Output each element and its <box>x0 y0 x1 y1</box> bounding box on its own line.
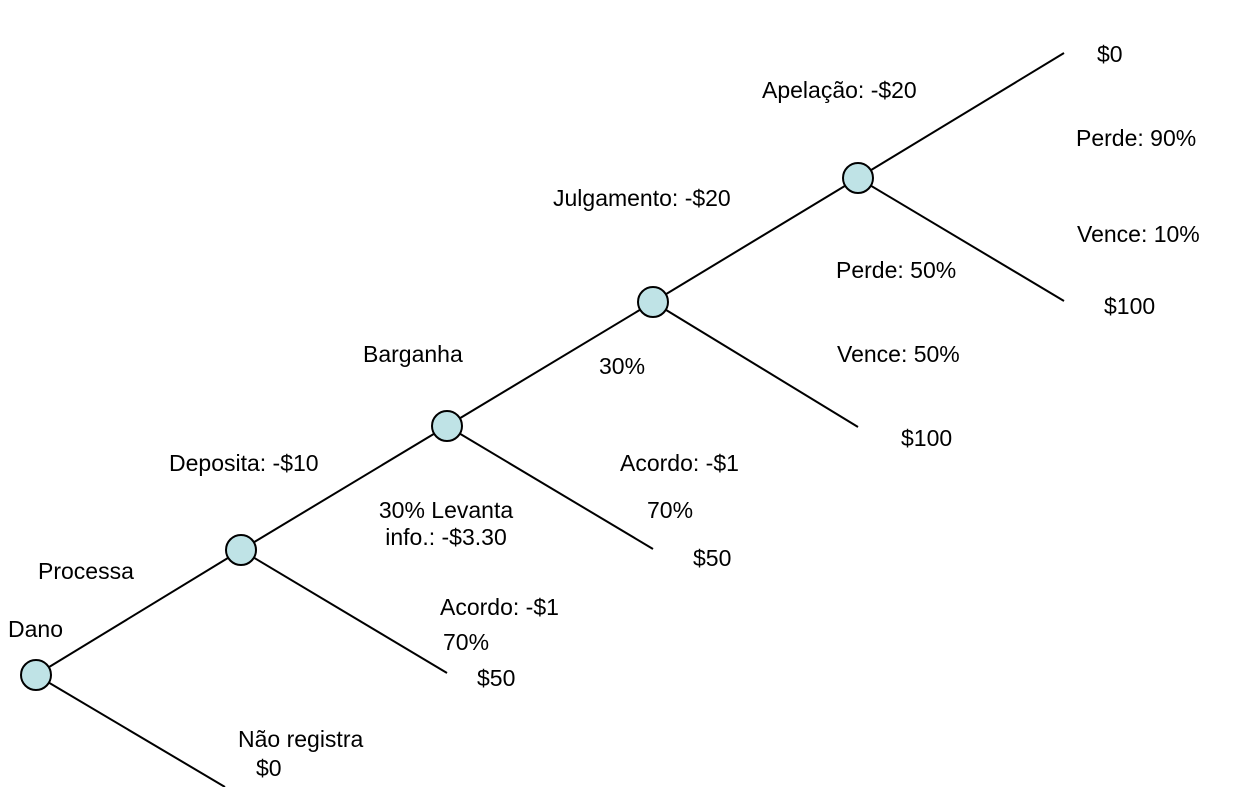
label-nao-registra: Não registra <box>238 726 364 752</box>
label-acordo-2: Acordo: -$1 <box>620 450 739 476</box>
edge-julgamento-vence <box>652 301 859 428</box>
label-processa: Processa <box>38 558 134 584</box>
edge-deposita-acordo <box>240 549 448 674</box>
value-apelacao-perde: $0 <box>1097 41 1123 67</box>
edge-deposita-barganha <box>240 425 448 551</box>
node-dano <box>20 659 52 691</box>
node-apelacao <box>842 162 874 194</box>
label-julgamento: Julgamento: -$20 <box>553 185 731 211</box>
label-levanta-line2: info.: -$3.30 <box>385 524 507 550</box>
edge-julgamento-apelacao <box>652 177 859 303</box>
label-dano: Dano <box>8 616 63 642</box>
pct-acordo-2: 70% <box>647 497 694 523</box>
value-acordo-1: $50 <box>477 665 516 691</box>
edge-barganha-acordo <box>446 425 654 550</box>
value-julgamento-vence: $100 <box>901 425 953 451</box>
pct-barganha: 30% <box>599 353 646 379</box>
edge-dano-nao-registra <box>35 674 226 787</box>
label-levanta-info: 30% Levanta info.: -$3.30 <box>372 497 520 551</box>
label-deposita: Deposita: -$10 <box>169 450 319 476</box>
edge-apelacao-perde <box>857 52 1065 179</box>
label-barganha: Barganha <box>363 341 463 367</box>
edge-apelacao-vence <box>857 177 1065 302</box>
label-apelacao: Apelação: -$20 <box>762 77 917 103</box>
edge-dano-processa <box>35 549 242 676</box>
node-barganha <box>431 410 463 442</box>
value-acordo-2: $50 <box>693 545 732 571</box>
label-vence-10: Vence: 10% <box>1077 221 1200 247</box>
label-perde-50: Perde: 50% <box>836 257 957 283</box>
node-deposita <box>225 534 257 566</box>
label-levanta-line1: 30% Levanta <box>378 497 514 523</box>
label-acordo-1: Acordo: -$1 <box>440 594 559 620</box>
label-vence-50: Vence: 50% <box>837 341 960 367</box>
node-julgamento <box>637 286 669 318</box>
pct-acordo-1: 70% <box>443 629 490 655</box>
value-nao-registra: $0 <box>256 755 282 781</box>
edge-barganha-julgamento <box>446 301 654 427</box>
label-perde-90: Perde: 90% <box>1076 125 1197 151</box>
value-apelacao-vence: $100 <box>1104 293 1156 319</box>
